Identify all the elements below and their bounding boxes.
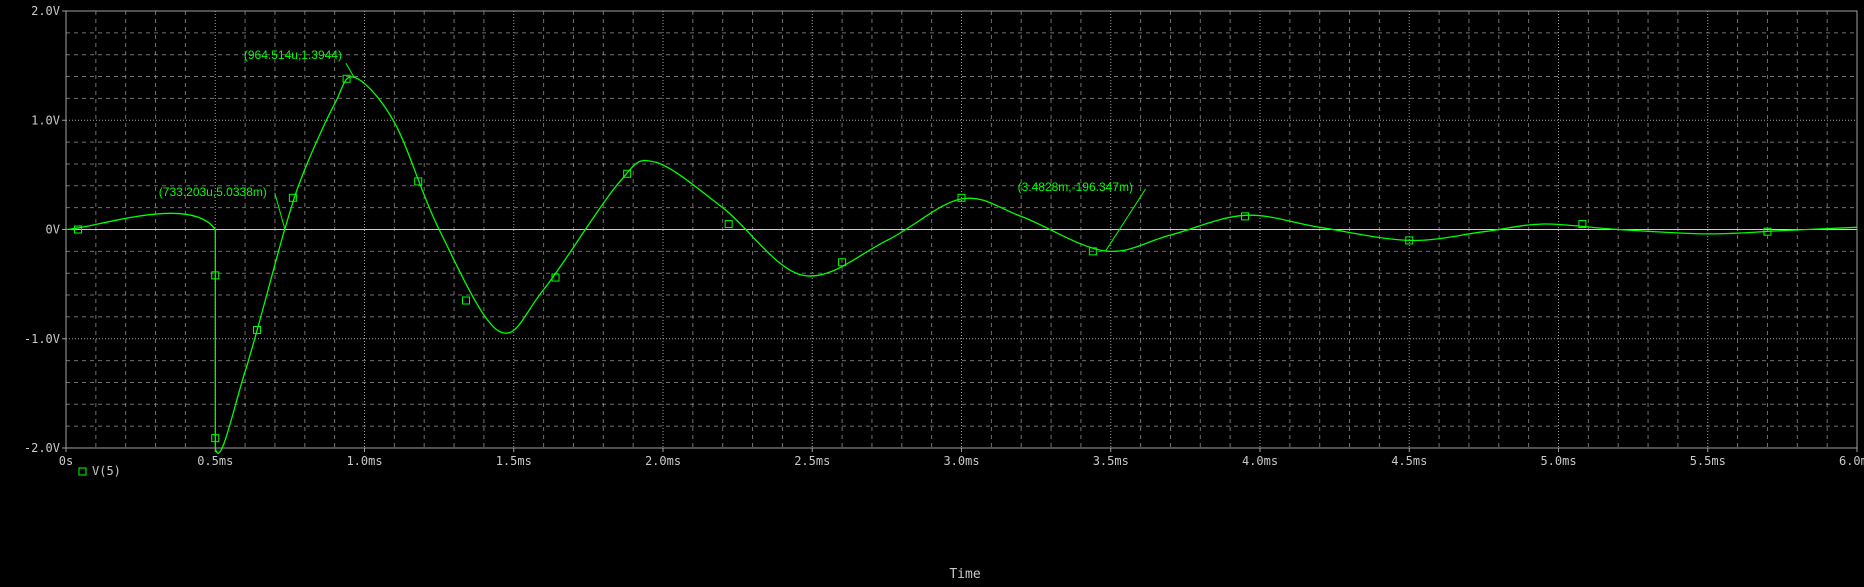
x-tick-label: 2.5ms — [794, 454, 830, 468]
x-tick-label: 0s — [59, 454, 73, 468]
x-tick-label: 6.0ms — [1839, 454, 1864, 468]
annotation-label: (3.4828m,-196.347m) — [1018, 180, 1133, 194]
annotations: (964.514u,1.3944) (733.203u,5.0338m) (3.48… — [159, 48, 1147, 252]
trace-marker — [838, 258, 847, 267]
x-tick-label: 3.0ms — [943, 454, 979, 468]
trace-marker — [461, 296, 470, 305]
legend-label-v5[interactable]: V(5) — [92, 464, 121, 478]
trace-marker — [1241, 212, 1250, 221]
x-tick-label: 4.0ms — [1242, 454, 1278, 468]
y-tick-label: 0V — [46, 223, 60, 237]
annotation-leader — [1105, 188, 1147, 252]
trace-marker — [623, 169, 632, 178]
trace-marker — [73, 225, 82, 234]
trace-marker — [414, 177, 423, 186]
x-tick-label: 0.5ms — [197, 454, 233, 468]
trace-v5 — [65, 76, 1858, 454]
y-tick-label: 1.0V — [31, 113, 60, 127]
trace-marker — [211, 434, 220, 443]
trace-marker — [957, 193, 966, 202]
x-tick-label: 5.0ms — [1540, 454, 1576, 468]
axis-ticks: 0s 0.5ms 1.0ms 1.5ms 2.0ms 2.5ms 3.0ms 3.5ms 4.0… — [24, 4, 1864, 468]
x-tick-label: 4.5ms — [1391, 454, 1427, 468]
x-axis-title: Time — [949, 567, 980, 582]
grid — [65, 10, 1858, 449]
trace-layer — [65, 74, 1858, 454]
trace-marker — [288, 193, 297, 202]
y-tick-label: -2.0V — [24, 441, 60, 455]
trace-marker — [211, 271, 220, 280]
y-tick-label: -1.0V — [24, 332, 60, 346]
legend[interactable]: V(5) — [78, 464, 121, 478]
legend-marker-icon — [78, 467, 87, 476]
trace-marker — [1578, 220, 1587, 229]
x-tick-label: 5.5ms — [1690, 454, 1726, 468]
y-tick-label: 2.0V — [31, 4, 60, 18]
trace-marker — [342, 74, 351, 83]
trace-marker — [1088, 247, 1097, 256]
annotation-leader — [274, 192, 286, 230]
trace-marker — [253, 326, 262, 335]
trace-marker — [1763, 227, 1772, 236]
x-tick-label: 2.0ms — [645, 454, 681, 468]
trace-marker — [724, 220, 733, 229]
annotation-leader — [345, 62, 355, 78]
annotation-label: (733.203u,5.0338m) — [159, 185, 267, 199]
x-tick-label: 1.0ms — [346, 454, 382, 468]
trace-marker — [551, 273, 560, 282]
trace-marker — [1405, 236, 1414, 245]
x-tick-label: 1.5ms — [496, 454, 532, 468]
x-tick-label: 3.5ms — [1093, 454, 1129, 468]
annotation-label: (964.514u,1.3944) — [244, 48, 342, 62]
